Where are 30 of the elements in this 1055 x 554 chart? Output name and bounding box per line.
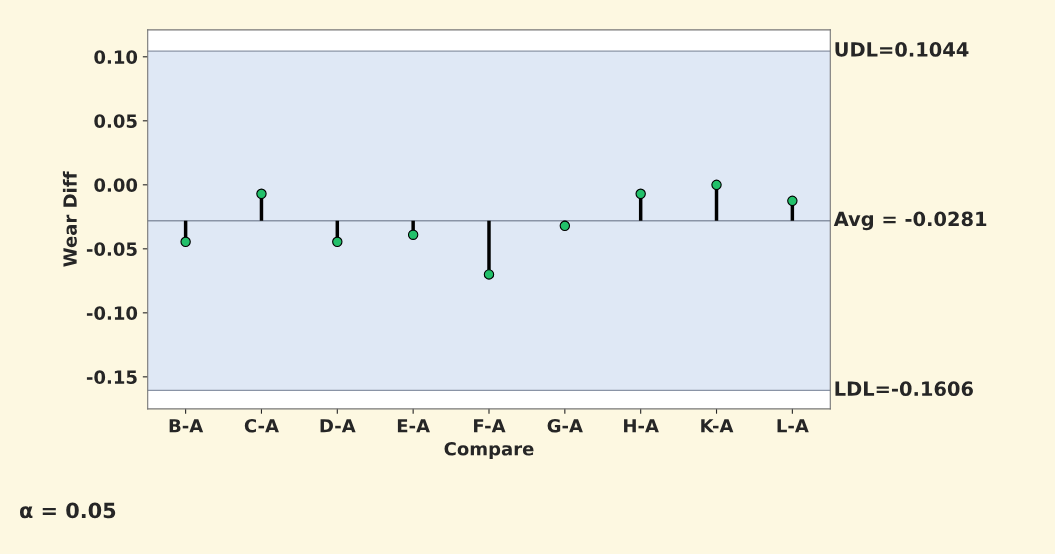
y-tick-label: 0.05 (94, 114, 137, 128)
x-tick-label: F-A (474, 419, 506, 433)
y-tick-label: -0.15 (86, 370, 137, 384)
y-tick-label: 0.00 (94, 178, 138, 192)
x-tick-label: L-A (777, 419, 809, 433)
x-tick-label: C-A (244, 418, 279, 433)
ref-line-label: UDL=0.1044 (835, 42, 969, 57)
point (483, 269, 495, 280)
point (787, 195, 798, 207)
y-axis-title: Wear Diff (62, 171, 77, 267)
ref-line-label: Avg = -0.0281 (833, 211, 987, 231)
point (559, 220, 571, 231)
ref-line-label: LDL=-0.1606 (835, 381, 973, 397)
x-tick-label: K-A (701, 419, 734, 433)
y-tick-label: -0.10 (86, 306, 138, 320)
point (180, 236, 191, 248)
text: α = 0.05 (20, 502, 116, 519)
point (256, 188, 267, 199)
x-axis-title: Compare (444, 441, 534, 460)
x-tick-label: E-A (397, 419, 430, 433)
x-tick-label: G-A (547, 418, 583, 433)
x-tick-label: H-A (624, 419, 659, 433)
point (332, 236, 343, 248)
x-tick-label: D-A (320, 419, 356, 433)
y-tick-label: 0.10 (94, 50, 138, 64)
point (711, 179, 722, 191)
x-tick-label: B-A (169, 419, 204, 433)
point (635, 188, 646, 199)
point (407, 229, 419, 240)
y-tick-label: -0.05 (86, 242, 137, 256)
